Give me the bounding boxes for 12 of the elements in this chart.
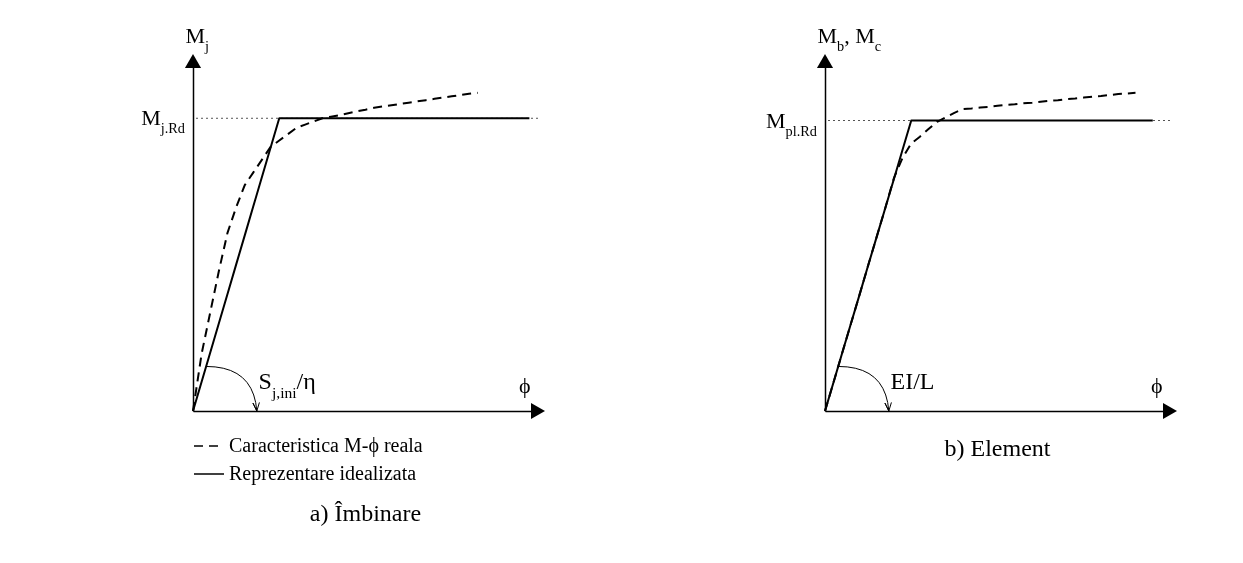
x-axis-title: ϕ [1150,372,1163,398]
text: b) Element [944,435,1051,462]
legend-label: Reprezentare idealizata [229,462,417,485]
y-axis-title: M$_{b}$, M$_{c}$ [817,22,882,54]
x-axis-title: ϕ [518,372,531,398]
annotation: S$_{j,ini}$/η [258,368,316,401]
annotation: EI/L [890,368,935,395]
text: a) Îmbinare [309,500,422,526]
ref-line-label: M$_{j.Rd}$ [141,105,185,137]
y-axis-title: M$_{j}$ [185,22,210,54]
legend-label: Caracteristica M-ϕ reala [229,434,423,457]
ref-line-label: M$_{pl.Rd}$ [766,107,817,139]
